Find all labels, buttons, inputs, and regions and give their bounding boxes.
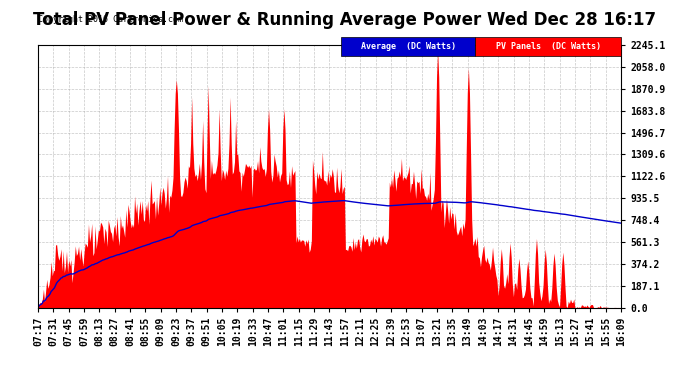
Text: Copyright 2016 Cartronics.com: Copyright 2016 Cartronics.com xyxy=(38,15,183,24)
Text: Total PV Panel Power & Running Average Power Wed Dec 28 16:17: Total PV Panel Power & Running Average P… xyxy=(33,11,657,29)
